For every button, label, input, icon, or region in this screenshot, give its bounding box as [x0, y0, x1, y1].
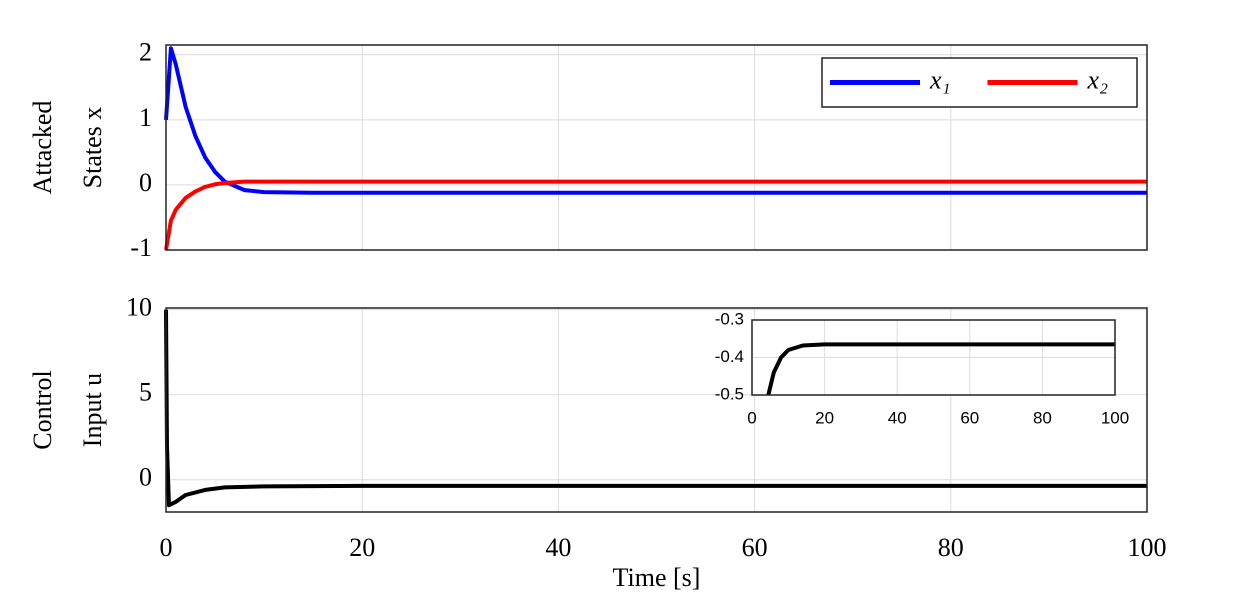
axes-box [165, 44, 1148, 251]
x-axis-label: Time [s] [613, 563, 701, 592]
y-tick-label: 0 [139, 168, 152, 197]
y-axis-label: Attacked [28, 101, 57, 195]
y-tick-label: -1 [130, 233, 152, 262]
data-line [766, 342, 1115, 396]
y-tick-label: 5 [139, 378, 152, 407]
data-line [164, 309, 1147, 508]
x-tick-label: 20 [349, 533, 375, 562]
x-tick-label: 100 [1128, 533, 1167, 562]
y-tick-label: -0.3 [715, 309, 744, 328]
x-tick-label: 20 [815, 408, 834, 427]
y-axis-label: Control [28, 370, 57, 449]
x-tick-label: 40 [888, 408, 907, 427]
y-tick-label: -0.5 [715, 384, 744, 403]
axes-box [751, 319, 1116, 396]
x-tick-label: 80 [938, 533, 964, 562]
data-line [164, 46, 1147, 195]
x-tick-label: 60 [742, 533, 768, 562]
legend-label: x₁ [929, 65, 951, 94]
x-tick-label: 0 [747, 408, 756, 427]
y-tick-label: 10 [126, 293, 152, 322]
y-tick-label: 1 [139, 103, 152, 132]
axes-box [165, 307, 1148, 513]
legend-label: x₂ [1087, 65, 1109, 94]
y-tick-label: 0 [139, 463, 152, 492]
data-line [164, 179, 1147, 251]
y-tick-label: 2 [139, 38, 152, 67]
y-axis-label: States x [78, 107, 107, 189]
x-tick-label: 40 [545, 533, 571, 562]
x-tick-label: 0 [160, 533, 173, 562]
x-tick-label: 80 [1033, 408, 1052, 427]
x-tick-label: 100 [1101, 408, 1129, 427]
x-tick-label: 60 [960, 408, 979, 427]
y-axis-label: Input u [78, 373, 107, 447]
y-tick-label: -0.4 [715, 347, 744, 366]
